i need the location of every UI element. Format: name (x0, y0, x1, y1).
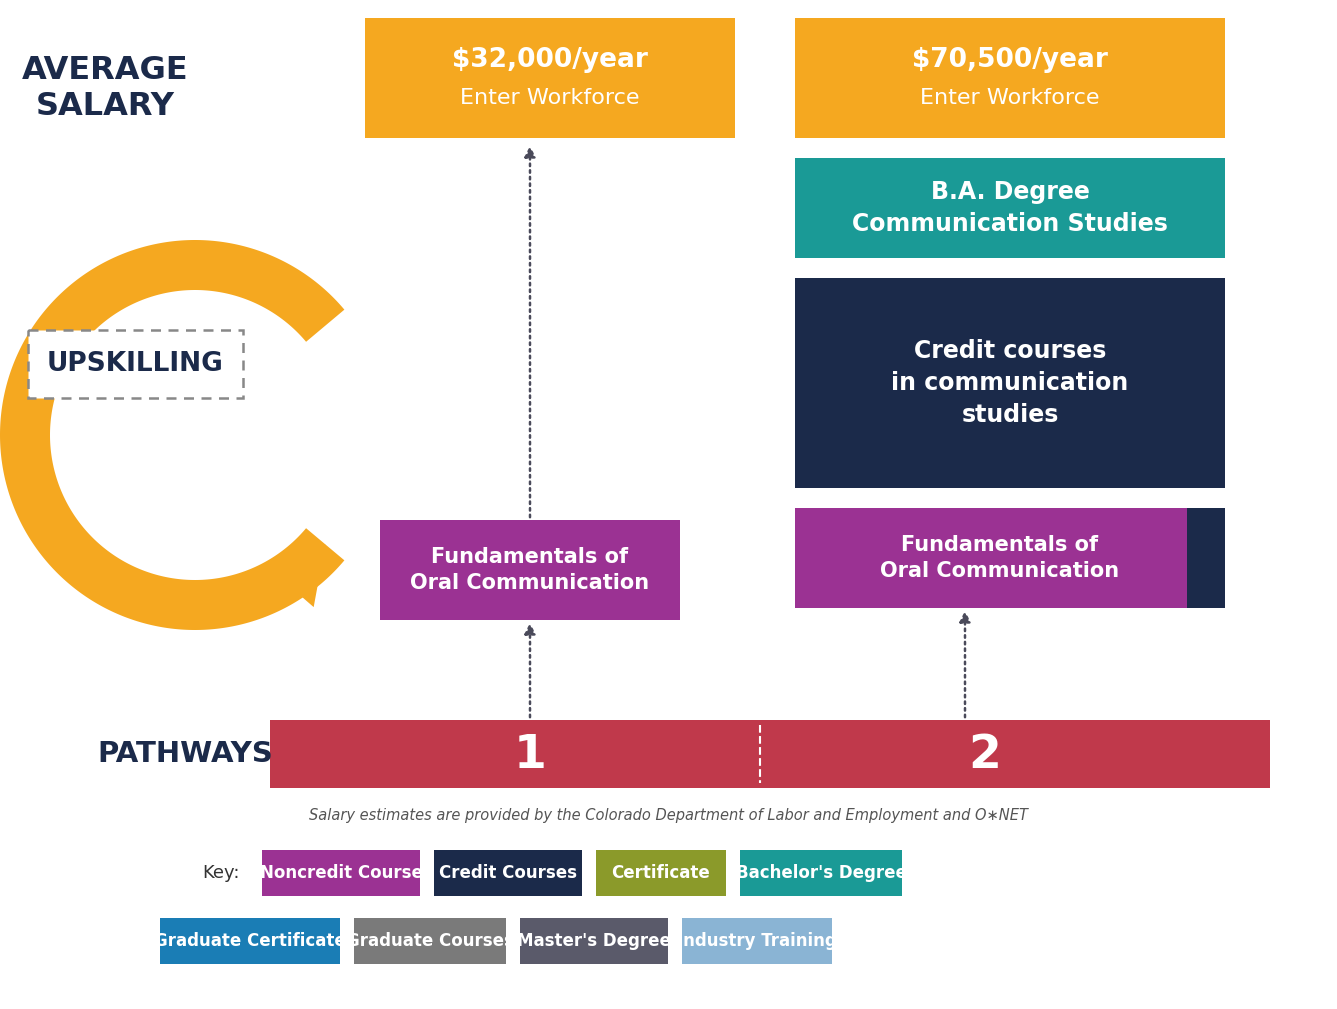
Text: UPSKILLING: UPSKILLING (47, 351, 223, 377)
Bar (596, 850, 726, 896)
Bar (435, 850, 582, 896)
Text: Bachelor's Degree: Bachelor's Degree (735, 864, 906, 882)
Text: Enter Workforce: Enter Workforce (920, 88, 1100, 108)
Bar (796, 278, 1225, 488)
Bar (1187, 508, 1225, 608)
Text: B.A. Degree
Communication Studies: B.A. Degree Communication Studies (852, 181, 1169, 236)
Polygon shape (265, 544, 325, 607)
Text: Industry Training: Industry Training (677, 932, 837, 950)
Bar (796, 18, 1225, 138)
Text: 1: 1 (513, 734, 547, 779)
Text: Graduate Certificate: Graduate Certificate (154, 932, 346, 950)
Text: Credit Courses: Credit Courses (439, 864, 578, 882)
Text: Salary estimates are provided by the Colorado Department of Labor and Employment: Salary estimates are provided by the Col… (309, 808, 1027, 823)
Bar (739, 850, 902, 896)
Text: Noncredit Course: Noncredit Course (259, 864, 422, 882)
Bar (270, 720, 1270, 788)
PathPatch shape (0, 240, 345, 630)
Text: Master's Degree: Master's Degree (517, 932, 671, 950)
Text: 2: 2 (968, 734, 1001, 779)
Text: Enter Workforce: Enter Workforce (460, 88, 639, 108)
Bar (365, 18, 735, 138)
Text: Credit courses
in communication
studies: Credit courses in communication studies (892, 339, 1128, 427)
Bar (796, 158, 1225, 258)
Text: Key:: Key: (202, 864, 241, 882)
Text: Certificate: Certificate (611, 864, 710, 882)
Text: AVERAGE
SALARY: AVERAGE SALARY (21, 55, 189, 122)
Bar (682, 918, 832, 964)
Text: Fundamentals of
Oral Communication: Fundamentals of Oral Communication (410, 547, 650, 593)
Text: Graduate Courses: Graduate Courses (346, 932, 513, 950)
Bar (380, 520, 681, 620)
FancyBboxPatch shape (28, 330, 243, 398)
Bar (262, 850, 420, 896)
Text: $70,500/year: $70,500/year (912, 47, 1108, 73)
Bar (160, 918, 340, 964)
Text: Fundamentals of
Oral Communication: Fundamentals of Oral Communication (881, 535, 1119, 581)
Bar (520, 918, 668, 964)
Text: PATHWAYS: PATHWAYS (98, 740, 273, 768)
Bar (796, 508, 1225, 608)
Bar (354, 918, 505, 964)
Text: $32,000/year: $32,000/year (452, 47, 648, 73)
